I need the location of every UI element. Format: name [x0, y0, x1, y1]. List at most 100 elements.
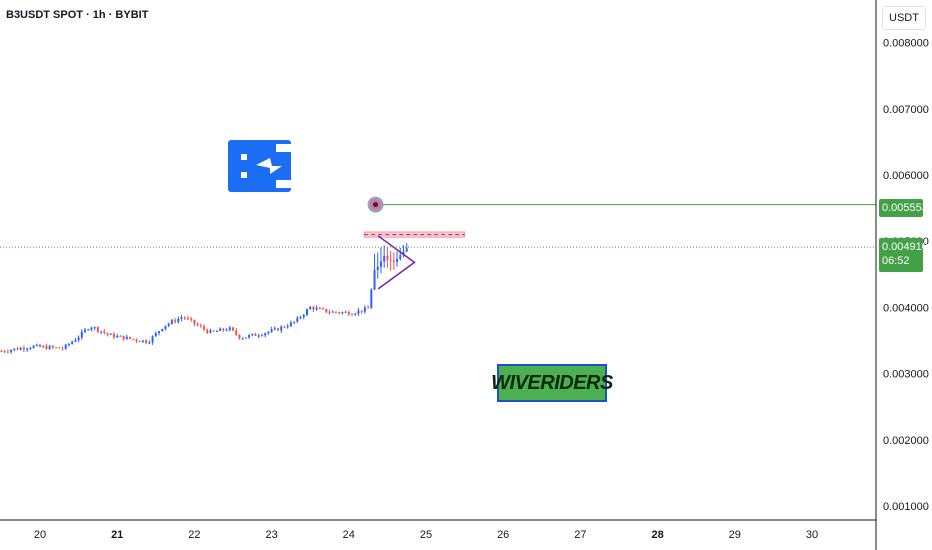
candle-body: [209, 330, 212, 333]
price-axis[interactable]: 0.0080000.0070000.0060000.0050000.004000…: [883, 38, 929, 513]
candle-body: [151, 336, 154, 343]
candle-body: [93, 327, 96, 329]
candle-body: [228, 327, 231, 331]
candle-body: [183, 317, 186, 319]
candle-body: [341, 312, 344, 314]
candle-body: [225, 330, 228, 332]
candle-body: [302, 314, 305, 318]
candle-body: [280, 326, 283, 331]
candle-body: [6, 351, 9, 353]
last-price-tag: 0.004910 06:52: [879, 238, 928, 272]
candle-body: [58, 347, 61, 349]
logo-mark: [241, 154, 247, 160]
candle-body: [309, 306, 312, 310]
candle-body: [392, 260, 395, 262]
candle-body: [367, 307, 370, 309]
triangle-outline: [377, 235, 416, 290]
candle-body: [360, 310, 363, 312]
logo-background: [228, 140, 291, 192]
candle-body: [96, 327, 99, 332]
candle-body: [71, 341, 74, 344]
candle-body: [190, 318, 193, 320]
candle-body: [148, 342, 151, 344]
candle-body: [161, 328, 164, 332]
candle-body: [64, 344, 67, 349]
candle-body: [270, 329, 273, 332]
candle-body: [77, 337, 80, 341]
candle-body: [318, 307, 321, 309]
candle-body: [312, 306, 315, 310]
interval-label[interactable]: 1h: [92, 9, 106, 21]
logo-mark: [256, 158, 282, 174]
time-tick-label: 20: [34, 529, 46, 541]
candle-body: [119, 335, 122, 337]
candle-body: [84, 329, 87, 332]
candle-body: [286, 326, 289, 328]
time-tick-label: 24: [343, 529, 355, 541]
time-tick-label: 30: [806, 529, 818, 541]
candle-body: [277, 328, 280, 331]
candle-body: [103, 331, 106, 333]
time-axis[interactable]: 20 21 22 23 24 25 26 27 28 29 30: [34, 529, 818, 541]
candle-body: [106, 332, 109, 335]
candle-body: [331, 311, 334, 313]
candle-body: [357, 310, 360, 314]
logo-mark: [241, 172, 247, 178]
candle-body: [42, 346, 45, 348]
time-tick-label: 26: [497, 529, 509, 541]
candle-body: [396, 258, 399, 262]
candle-body: [389, 259, 392, 261]
candle-body: [235, 330, 238, 335]
candle-body: [328, 312, 331, 314]
candle-body: [351, 314, 354, 316]
candle-body: [203, 326, 206, 330]
candle-body: [251, 333, 254, 336]
symmetrical-triangle-pattern: [377, 235, 416, 290]
candle-body: [180, 317, 183, 319]
logo-mark: [276, 180, 291, 188]
candle-body: [289, 322, 292, 327]
candle-body: [215, 330, 218, 332]
candle-body: [29, 347, 32, 349]
time-tick-label: 25: [420, 529, 432, 541]
candle-body: [212, 330, 215, 332]
candle-body: [186, 318, 189, 320]
candle-body: [45, 346, 48, 350]
candle-body: [383, 256, 386, 262]
time-tick-label: 23: [265, 529, 277, 541]
candle-body: [164, 325, 167, 329]
candle-body: [174, 320, 177, 322]
candle-body: [405, 248, 408, 252]
target-ring-center: [373, 202, 379, 208]
candle-body: [386, 256, 389, 260]
candle-body: [48, 346, 51, 350]
countdown-timer: 06:52: [882, 255, 910, 267]
candle-body: [257, 335, 260, 337]
target-icon: [367, 196, 384, 213]
candle-body: [325, 308, 328, 313]
candle-body: [244, 337, 247, 339]
candle-body: [141, 340, 144, 342]
time-tick-label: 27: [574, 529, 586, 541]
candle-body: [363, 307, 366, 312]
candle-body: [376, 266, 379, 271]
price-tick-label: 0.003000: [883, 369, 929, 381]
candle-body: [315, 307, 318, 310]
candle-body: [322, 308, 325, 310]
price-tick-label: 0.007000: [883, 104, 929, 116]
candle-body: [135, 339, 138, 341]
time-tick-label: 22: [188, 529, 200, 541]
candle-body: [51, 346, 54, 348]
price-tick-label: 0.006000: [883, 170, 929, 182]
candle-body: [116, 335, 119, 338]
candle-body: [260, 335, 263, 337]
currency-button[interactable]: USDT: [882, 6, 926, 30]
last-price-value: 0.004910: [882, 241, 928, 253]
candle-body: [112, 333, 115, 338]
candle-body: [177, 318, 180, 322]
candle-body: [22, 347, 25, 350]
candle-body: [19, 347, 22, 350]
candle-body: [10, 349, 13, 352]
candle-body: [305, 309, 308, 315]
